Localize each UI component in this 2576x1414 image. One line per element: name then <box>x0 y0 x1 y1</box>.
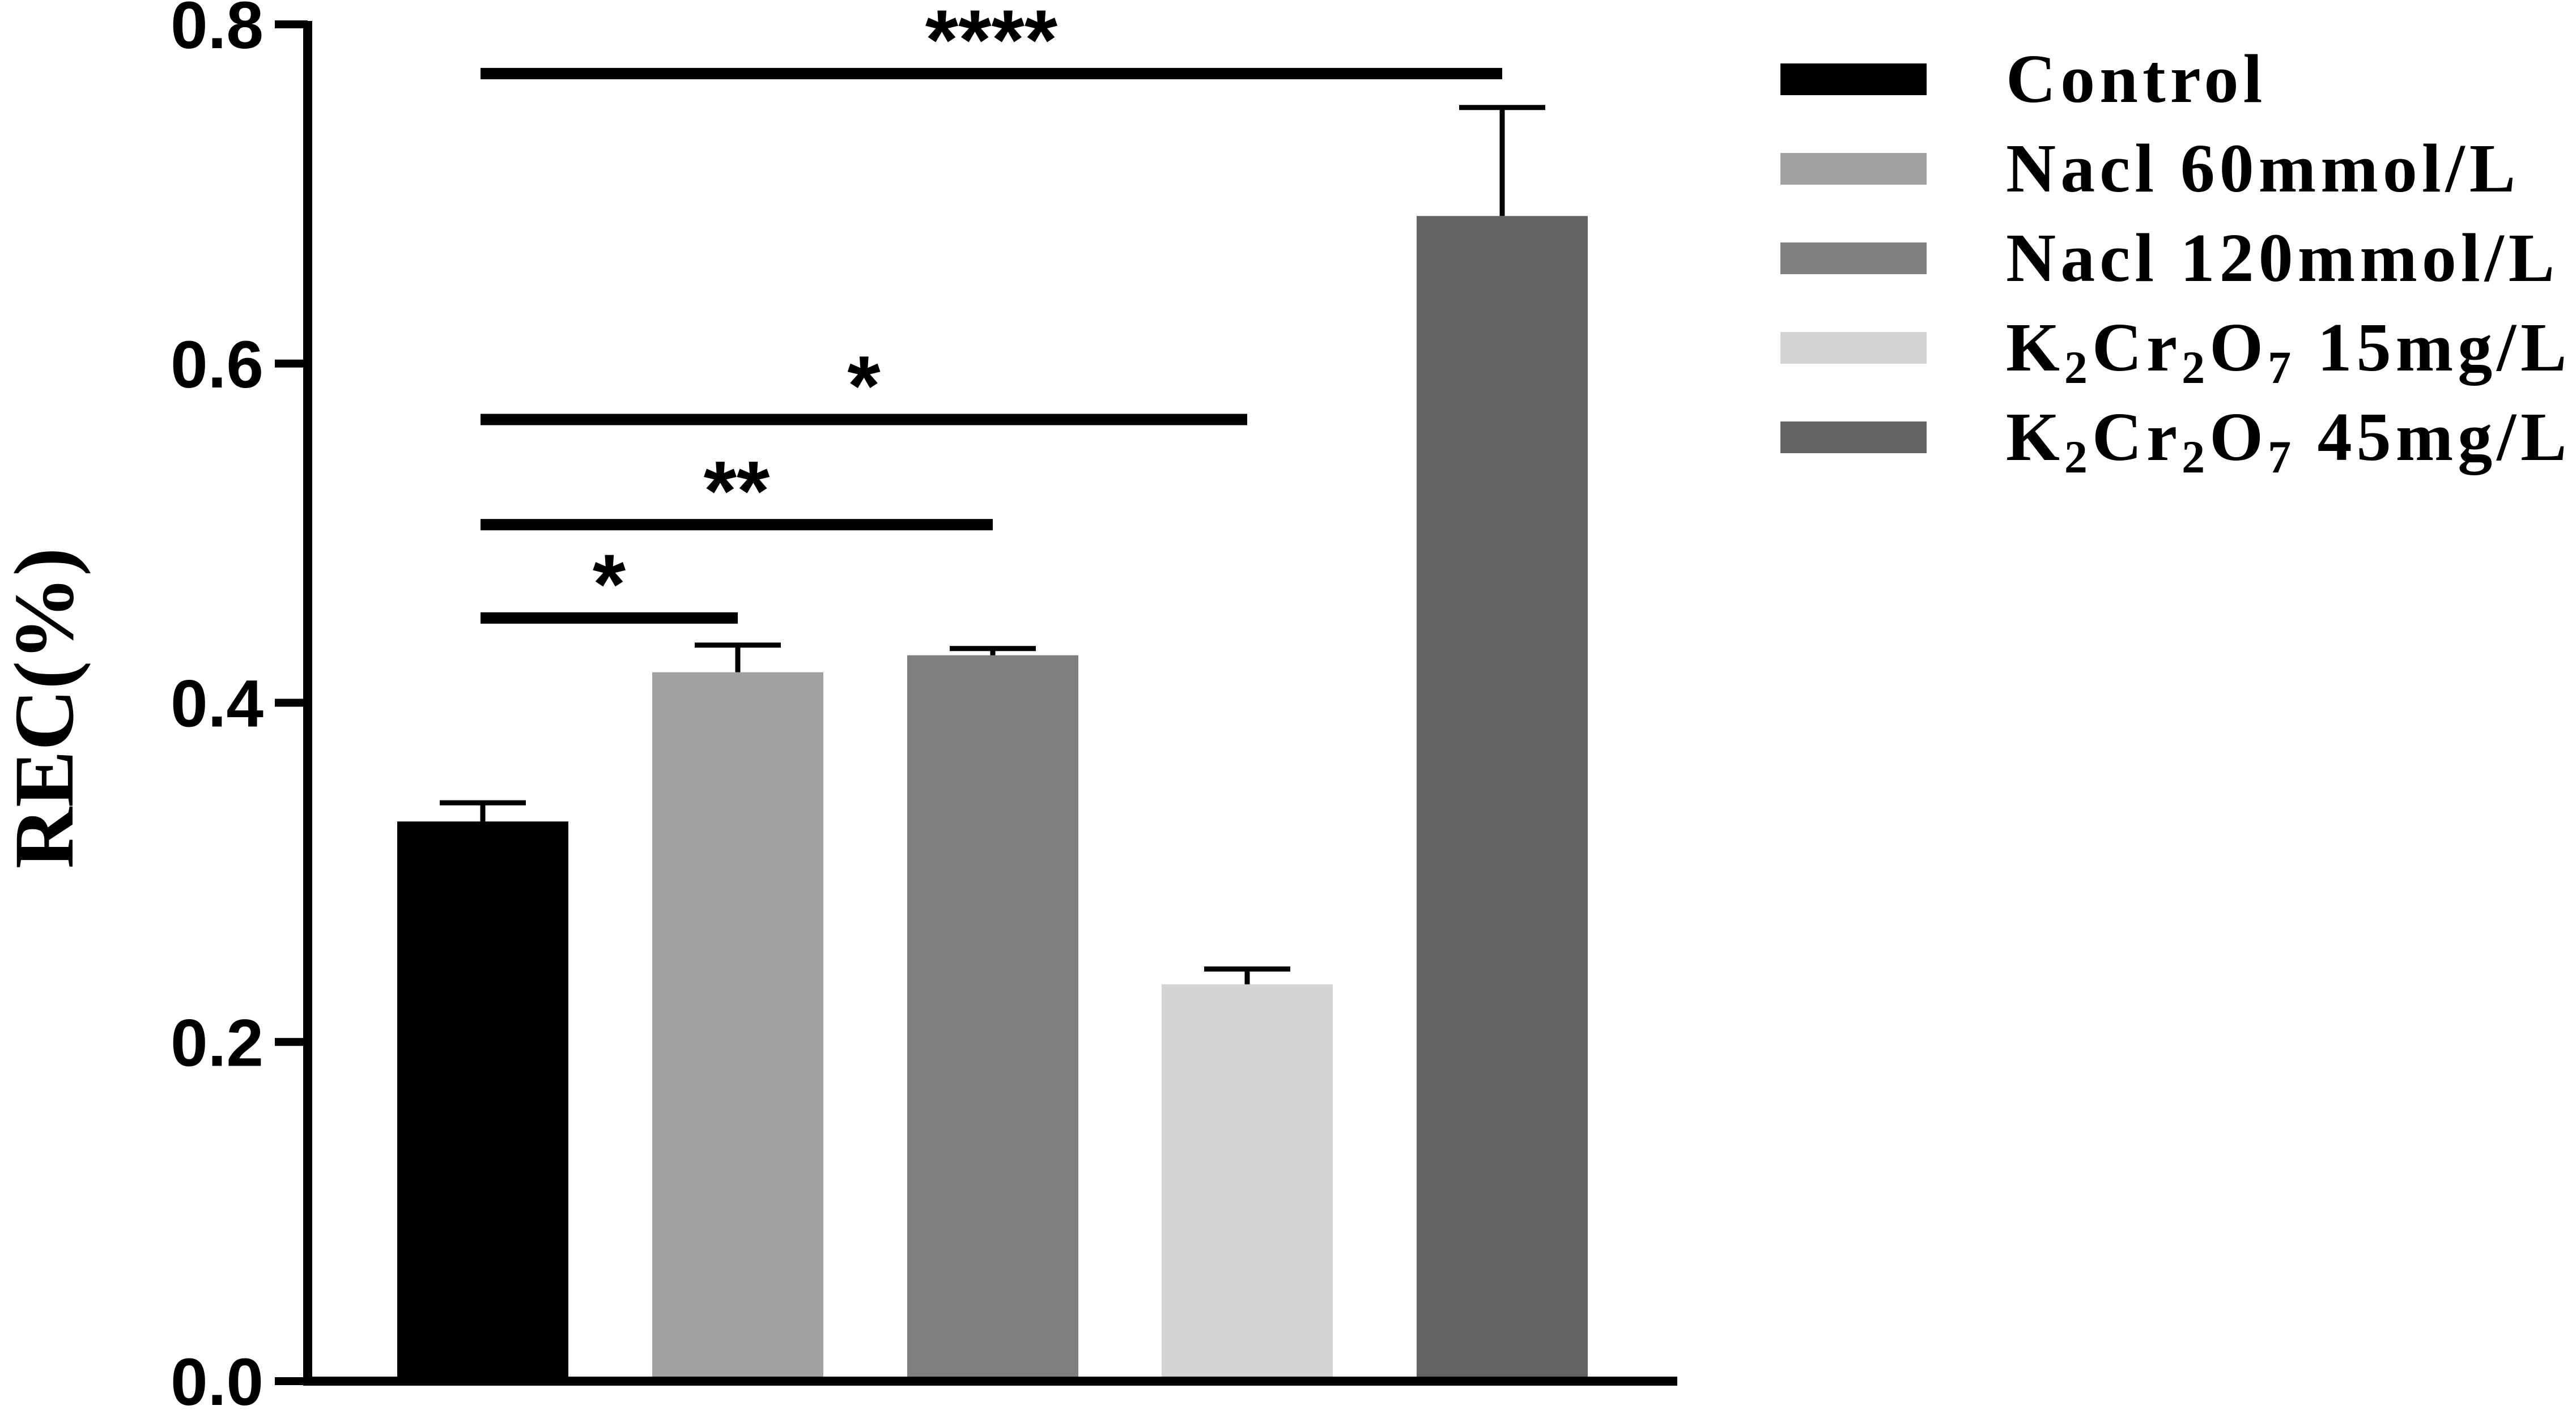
bar-3 <box>907 655 1078 1381</box>
legend-swatch-2 <box>1780 153 1927 185</box>
significance-marker-1: * <box>593 536 626 632</box>
bar-1 <box>397 821 568 1381</box>
legend-label-1: Control <box>2006 41 2267 117</box>
y-tick-label-1: 0.0 <box>171 1345 263 1414</box>
y-tick-label-2: 0.2 <box>171 1006 263 1080</box>
y-tick-label-3: 0.4 <box>171 667 263 742</box>
y-tick-label-4: 0.6 <box>171 327 263 402</box>
bar-4 <box>1162 984 1333 1381</box>
y-axis-label: REC(%) <box>0 548 91 869</box>
legend-label-5: K2Cr2O7 45mg/L <box>2006 399 2571 483</box>
significance-marker-2: ** <box>704 443 770 538</box>
legend-label-2: Nacl 60mmol/L <box>2006 130 2520 207</box>
legend-label-3: Nacl 120mmol/L <box>2006 220 2559 296</box>
y-tick-label-5: 0.8 <box>171 0 263 63</box>
bar-2 <box>652 672 823 1381</box>
legend-swatch-3 <box>1780 242 1927 274</box>
legend-swatch-1 <box>1780 63 1927 95</box>
legend-swatch-4 <box>1780 332 1927 364</box>
legend-swatch-5 <box>1780 421 1927 453</box>
significance-marker-4: **** <box>925 0 1058 87</box>
bar-5 <box>1417 216 1588 1382</box>
significance-marker-3: * <box>847 338 881 433</box>
legend-label-4: K2Cr2O7 15mg/L <box>2006 309 2571 393</box>
